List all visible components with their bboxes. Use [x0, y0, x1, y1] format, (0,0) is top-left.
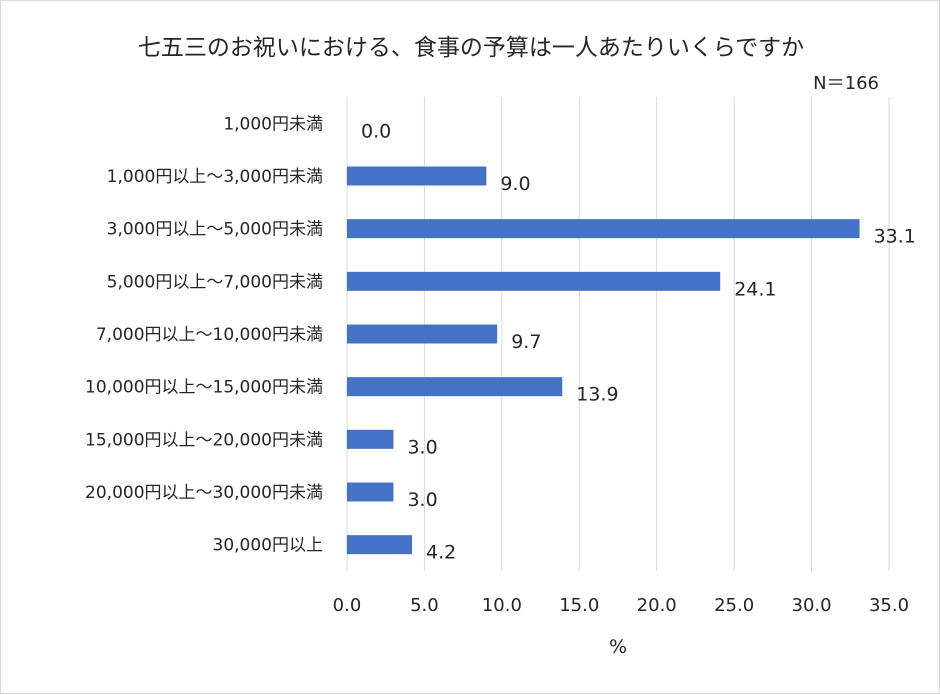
- data-labels: 0.0 9.0 33.1 24.1 9.7 13.9 3.0 3.0 4.2: [361, 120, 916, 563]
- category-label: 15,000円以上～20,000円未満: [85, 430, 323, 450]
- x-tick-label: 10.0: [482, 595, 522, 616]
- data-label: 4.2: [426, 542, 456, 564]
- bar: [347, 535, 413, 555]
- data-label: 33.1: [874, 226, 916, 248]
- category-label: 3,000円以上～5,000円未満: [107, 220, 323, 240]
- x-tick-labels: 0.0 5.0 10.0 15.0 20.0 25.0 30.0 35.0: [333, 595, 909, 616]
- category-labels: 1,000円未満 1,000円以上～3,000円未満 3,000円以上～5,000円…: [85, 114, 323, 555]
- x-tick-label: 35.0: [869, 595, 909, 616]
- category-label: 7,000円以上～10,000円未満: [96, 325, 323, 345]
- data-label: 3.0: [407, 436, 437, 458]
- bar: [347, 482, 394, 502]
- sample-size-note: N＝166: [813, 73, 879, 94]
- bar: [347, 377, 563, 397]
- bar: [347, 166, 487, 186]
- x-tick-label: 20.0: [637, 595, 677, 616]
- bar: [347, 429, 394, 449]
- category-label: 10,000円以上～15,000円未満: [85, 378, 323, 398]
- data-label: 24.1: [734, 278, 776, 300]
- chart-title: 七五三のお祝いにおける、食事の予算は一人あたりいくらですか: [138, 35, 804, 61]
- bars: [347, 166, 860, 555]
- x-tick-label: 30.0: [792, 595, 832, 616]
- x-tick-label: 15.0: [559, 595, 599, 616]
- data-label: 3.0: [407, 489, 437, 511]
- data-label: 13.9: [576, 384, 618, 406]
- x-axis-label: %: [609, 636, 627, 658]
- category-label: 1,000円未満: [223, 114, 323, 134]
- category-label: 30,000円以上: [213, 536, 323, 556]
- bar: [347, 324, 498, 344]
- data-label: 0.0: [361, 120, 391, 142]
- bar: [347, 271, 721, 291]
- data-label: 9.7: [511, 331, 541, 353]
- data-label: 9.0: [500, 173, 530, 195]
- category-label: 20,000円以上～30,000円未満: [85, 483, 323, 503]
- category-label: 5,000円以上～7,000円未満: [107, 272, 323, 292]
- x-tick-label: 25.0: [714, 595, 754, 616]
- bar: [347, 219, 860, 239]
- x-tick-label: 5.0: [410, 595, 439, 616]
- x-tick-label: 0.0: [333, 595, 362, 616]
- category-label: 1,000円以上～3,000円未満: [107, 167, 323, 187]
